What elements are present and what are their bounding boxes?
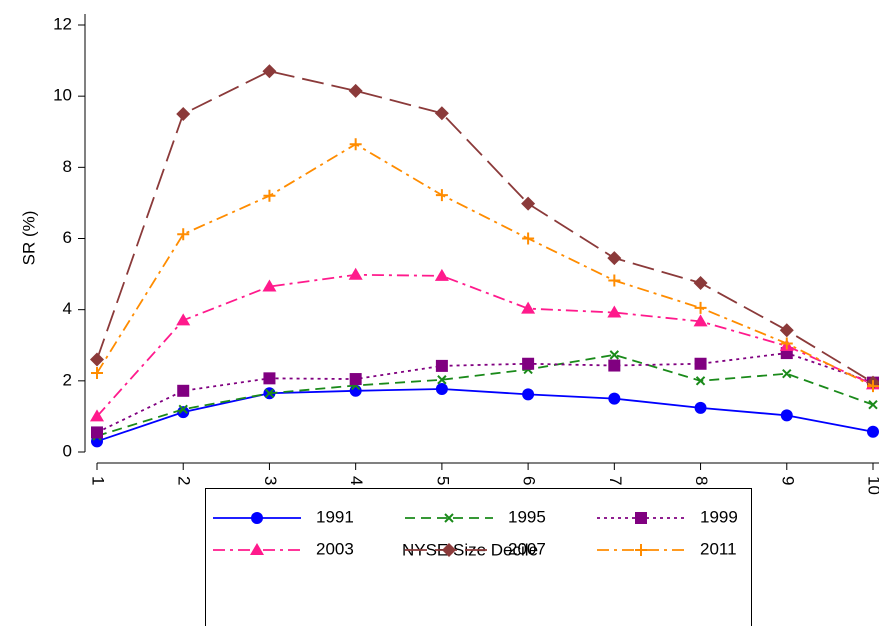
x-tick-label: 10 [865, 476, 879, 495]
y-tick-label: 2 [63, 370, 72, 389]
marker [868, 399, 878, 410]
marker [177, 228, 190, 241]
marker [250, 543, 264, 555]
legend-label: 1991 [316, 507, 354, 526]
y-tick-label: 4 [63, 299, 72, 318]
marker [693, 314, 708, 327]
marker [91, 367, 103, 380]
marker [178, 404, 188, 415]
marker [251, 512, 263, 524]
marker [522, 232, 535, 245]
series-line [96, 70, 874, 384]
marker [349, 138, 362, 151]
y-axis-title: SR (%) [19, 211, 38, 266]
marker [442, 543, 456, 557]
legend-label: 1999 [700, 507, 738, 526]
marker [522, 388, 535, 401]
marker [435, 383, 448, 396]
marker [609, 350, 620, 360]
marker [435, 359, 448, 372]
marker [91, 426, 103, 439]
marker [444, 513, 454, 523]
marker [434, 268, 449, 281]
series-line [96, 352, 874, 434]
marker [264, 388, 275, 398]
x-tick-label: 1 [89, 476, 108, 485]
marker [176, 313, 191, 326]
marker [608, 392, 621, 405]
marker [90, 352, 104, 367]
marker [349, 373, 362, 386]
legend-label: 2003 [316, 539, 354, 558]
x-tick-label: 8 [692, 476, 711, 485]
marker [176, 106, 191, 121]
x-tick-label: 3 [261, 476, 280, 485]
marker [435, 189, 448, 202]
marker [90, 409, 104, 422]
marker [694, 301, 707, 314]
x-tick-label: 4 [347, 476, 366, 485]
x-tick-label: 6 [520, 476, 539, 485]
marker [867, 425, 879, 438]
marker [437, 375, 447, 385]
legend-label: 2007 [508, 539, 546, 558]
x-tick-label: 2 [175, 476, 194, 485]
marker [608, 274, 621, 287]
marker [262, 279, 277, 292]
series-line [96, 388, 874, 443]
marker [521, 301, 536, 314]
legend-label: 1995 [508, 507, 546, 526]
marker [694, 357, 707, 370]
marker [607, 305, 622, 318]
marker [693, 275, 708, 290]
y-tick-label: 8 [63, 157, 72, 176]
marker [263, 372, 276, 385]
marker [177, 384, 190, 397]
marker [695, 376, 706, 386]
marker [348, 83, 363, 98]
marker [635, 512, 647, 524]
marker [780, 409, 793, 422]
marker [779, 323, 794, 338]
marker [521, 196, 536, 211]
marker [782, 369, 792, 379]
marker [522, 357, 535, 370]
marker [348, 267, 363, 280]
marker [263, 189, 276, 202]
marker [434, 106, 449, 121]
x-tick-label: 9 [778, 476, 797, 485]
legend-label: 2011 [700, 539, 737, 558]
series-line [96, 353, 874, 437]
y-tick-label: 10 [53, 86, 72, 105]
y-tick-label: 12 [53, 14, 72, 33]
marker [607, 251, 622, 266]
marker [867, 380, 879, 393]
marker [262, 64, 277, 79]
marker [608, 359, 621, 372]
marker [177, 406, 190, 419]
marker [780, 337, 793, 350]
legend-box [205, 488, 752, 626]
series-line [96, 143, 874, 387]
x-tick-label: 5 [433, 476, 452, 485]
marker [694, 401, 707, 414]
series-line [96, 273, 874, 418]
marker [635, 544, 647, 556]
x-tick-label: 7 [606, 476, 625, 485]
y-tick-label: 0 [63, 441, 72, 460]
y-tick-label: 6 [63, 228, 72, 247]
